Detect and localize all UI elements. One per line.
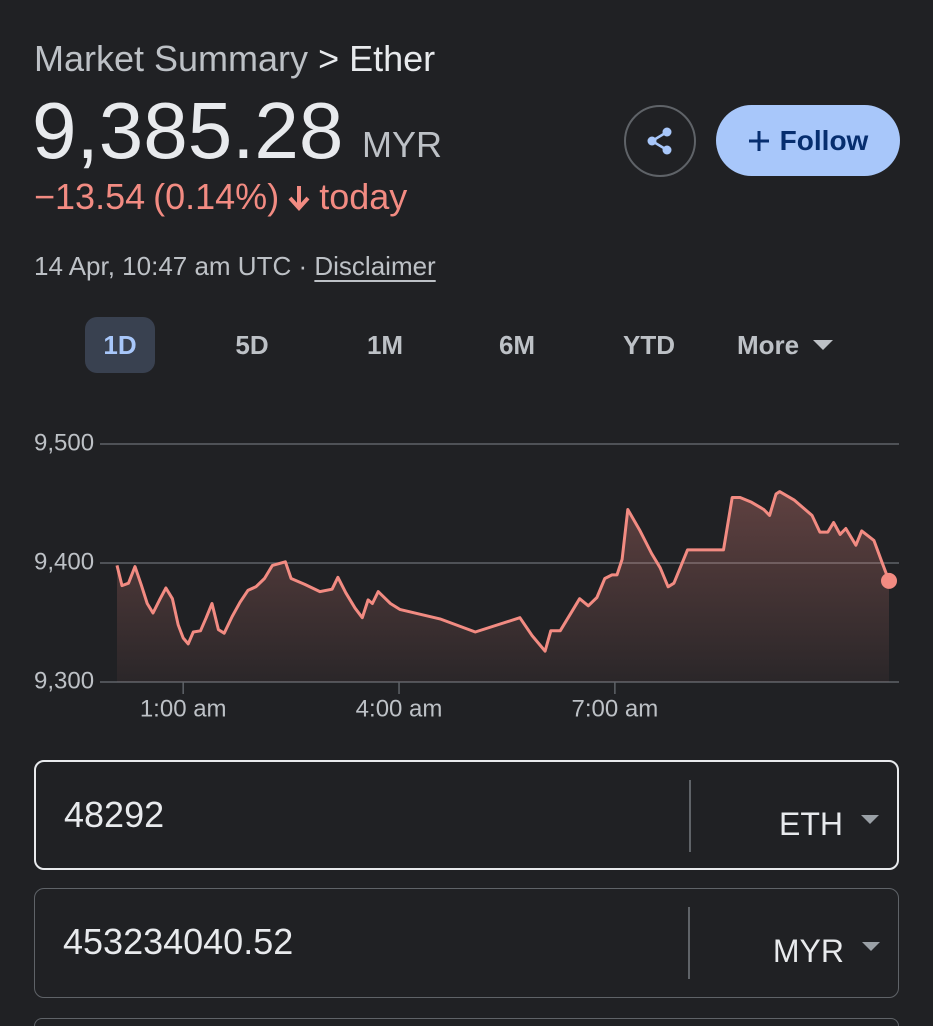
unit-select[interactable]: MYR <box>772 933 844 969</box>
unit-select[interactable]: ETH <box>779 806 843 842</box>
field-divider <box>688 907 690 979</box>
change-period: today <box>319 176 408 217</box>
more-label: More <box>737 330 800 360</box>
disclaimer-link[interactable]: Disclaimer <box>314 251 436 281</box>
price-line <box>115 490 891 653</box>
range-button[interactable]: YTD <box>623 329 675 360</box>
unit-caret <box>862 939 880 957</box>
breadcrumb-link[interactable]: Market Summary <box>34 38 309 79</box>
dropdown-caret <box>813 339 834 350</box>
y-tick-label: 9,400 <box>34 548 94 575</box>
range-button[interactable]: 6M <box>498 329 536 360</box>
breadcrumb: Market Summary > Ether <box>34 38 435 80</box>
price-area <box>117 491 889 682</box>
x-tick-label: 1:00 am <box>140 695 227 722</box>
range-button[interactable]: 1D <box>85 317 155 373</box>
more-ranges[interactable]: More <box>737 330 834 361</box>
next-field <box>34 1018 899 1026</box>
asset-title: Ether <box>349 38 436 79</box>
share-icon <box>647 127 672 155</box>
x-tick-label: 4:00 am <box>356 695 443 722</box>
breadcrumb-separator: > <box>318 38 340 79</box>
y-tick-label: 9,300 <box>34 667 94 694</box>
timestamp-line: 14 Apr, 10:47 am UTC · Disclaimer <box>34 251 436 282</box>
converter-field[interactable]: 453234040.52 MYR <box>34 888 899 998</box>
last-price-dot <box>881 572 897 589</box>
follow-label: Follow <box>779 124 869 156</box>
amount-input[interactable]: 453234040.52 <box>63 921 294 962</box>
range-button[interactable]: 1M <box>366 329 404 360</box>
y-tick-label: 9,500 <box>34 429 94 456</box>
converter-field[interactable]: 48292 ETH <box>34 760 899 870</box>
price-change: −13.54 (0.14%) today <box>34 176 407 218</box>
price: 9,385.28 <box>32 86 344 175</box>
field-divider <box>689 780 691 852</box>
down-arrow <box>288 186 310 211</box>
change-percent: (0.14%) <box>153 176 280 217</box>
x-tick-label: 7:00 am <box>572 695 659 722</box>
unit-caret <box>861 812 879 830</box>
change-value: −13.54 <box>34 176 146 217</box>
plus-icon <box>748 130 769 151</box>
range-button[interactable]: 5D <box>235 329 269 360</box>
price-chart: 9,500 9,400 9,300 1:00 am 4:00 am 7:00 am <box>34 429 899 722</box>
share-button[interactable] <box>624 105 696 177</box>
follow-button[interactable]: Follow <box>716 105 900 176</box>
caret-icon <box>862 942 880 951</box>
caret-icon <box>861 815 879 824</box>
amount-input[interactable]: 48292 <box>64 794 165 835</box>
timestamp: 14 Apr, 10:47 am UTC · <box>34 251 308 281</box>
currency: MYR <box>362 124 442 165</box>
